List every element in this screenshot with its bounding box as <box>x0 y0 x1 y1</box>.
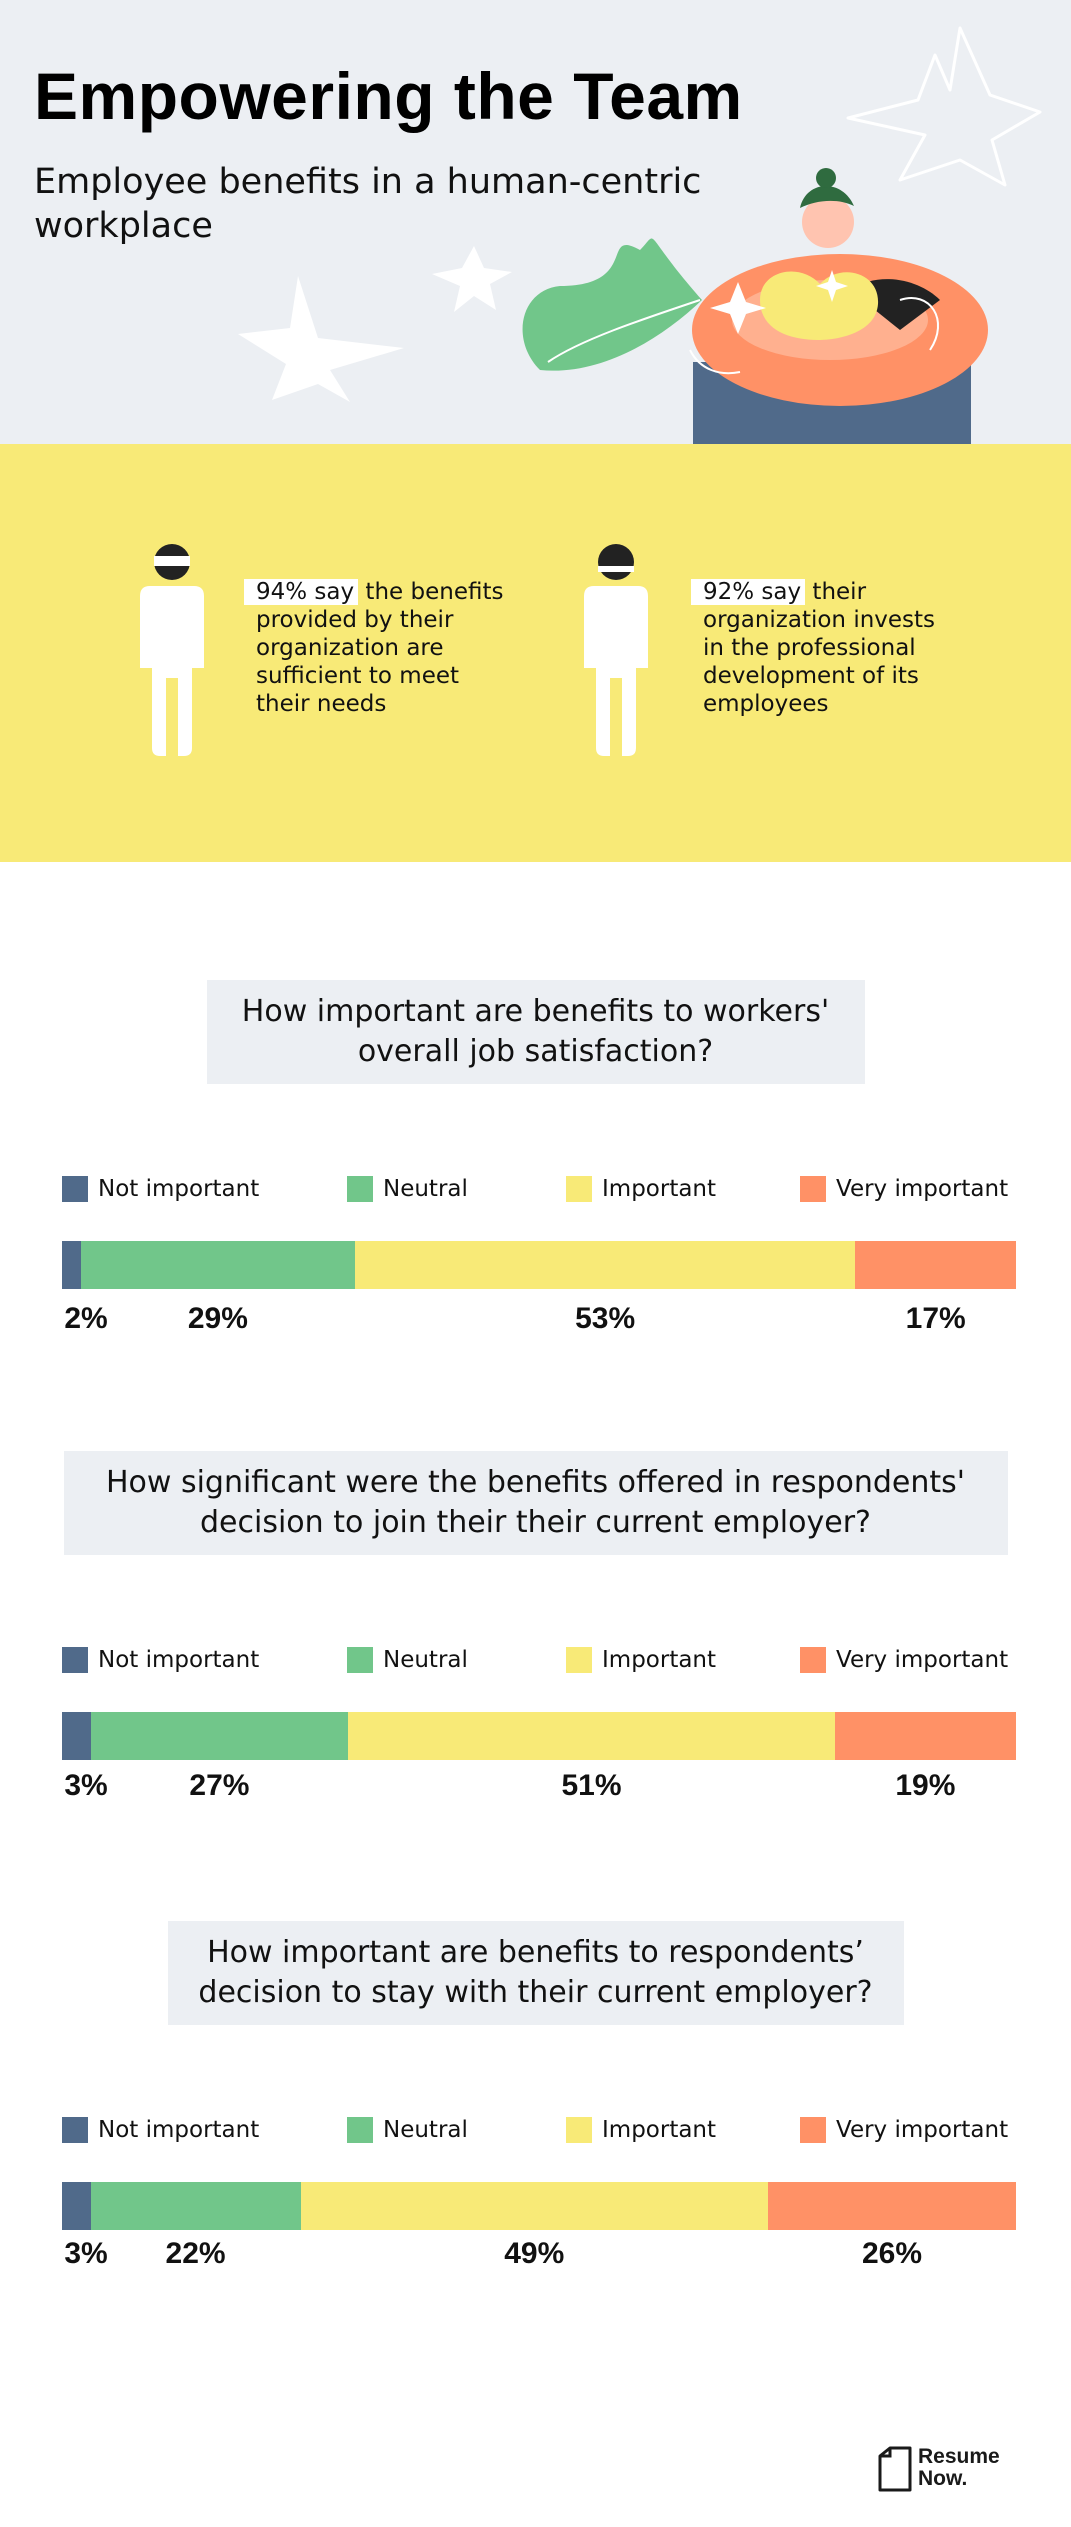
page-subtitle: Employee benefits in a human-centric wor… <box>34 162 702 246</box>
outline-star-icon <box>846 26 1042 187</box>
logo-line-1: Resume <box>918 2445 1000 2468</box>
head-shape <box>802 196 854 248</box>
value-label: 51% <box>561 1769 622 1802</box>
stats-band: 94% say the benefits provided by their o… <box>0 444 1071 862</box>
stat-description: their organization invests in the profes… <box>703 579 936 717</box>
value-label: 27% <box>189 1769 250 1802</box>
stacked-bar <box>62 2182 1017 2230</box>
segment-important <box>348 1712 836 1760</box>
value-label: 3% <box>64 2237 108 2270</box>
value-label: 2% <box>64 1302 108 1335</box>
value-label: 17% <box>905 1302 966 1335</box>
chart-decision-to-stay: How important are benefits to respondent… <box>0 1921 1071 2281</box>
segment-important <box>300 2182 769 2230</box>
leaf-shape <box>522 238 702 371</box>
stat-description: the benefits provided by their organizat… <box>256 579 504 717</box>
document-icon <box>878 2446 912 2492</box>
value-label: 49% <box>504 2237 565 2270</box>
hero-banner: Empowering the Team Employee benefits in… <box>0 0 1071 444</box>
value-label: 22% <box>165 2237 226 2270</box>
value-label: 19% <box>895 1769 956 1802</box>
stat-item: 92% say their organization invests in th… <box>691 578 963 718</box>
person-icon <box>140 544 204 756</box>
segment-very-important <box>834 1712 1017 1760</box>
hero-illustration <box>238 26 1042 444</box>
stat-item: 94% say the benefits provided by their o… <box>244 578 516 718</box>
value-label: 3% <box>64 1769 108 1802</box>
page-title: Empowering the Team <box>34 59 743 133</box>
segment-neutral <box>90 2182 301 2230</box>
heart-shape <box>760 271 879 340</box>
logo-line-2: Now. <box>918 2467 968 2490</box>
chart-job-satisfaction: How important are benefits to workers' o… <box>0 980 1071 1340</box>
chart-question: How important are benefits to respondent… <box>167 1921 904 2025</box>
small-star-icon <box>432 246 512 312</box>
segment-important <box>354 1241 856 1289</box>
stat-highlight: 94% say <box>244 579 359 605</box>
stacked-bar <box>62 1712 1017 1760</box>
large-star-icon <box>238 276 404 402</box>
stacked-bar <box>62 1241 1017 1289</box>
person-icon <box>584 544 648 756</box>
segment-not-important <box>62 1241 82 1289</box>
chart-decision-to-join: How significant were the benefits offere… <box>0 1451 1071 1811</box>
chart-question: How significant were the benefits offere… <box>63 1451 1008 1555</box>
segment-not-important <box>62 1712 92 1760</box>
segment-not-important <box>62 2182 92 2230</box>
resume-now-logo: Resume Now. <box>878 2446 1028 2496</box>
segment-neutral <box>90 1712 349 1760</box>
value-label: 26% <box>861 2237 922 2270</box>
segment-very-important <box>855 1241 1017 1289</box>
chart-question: How important are benefits to workers' o… <box>206 980 865 1084</box>
value-label: 53% <box>575 1302 636 1335</box>
segment-neutral <box>80 1241 356 1289</box>
segment-very-important <box>767 2182 1017 2230</box>
value-label: 29% <box>187 1302 248 1335</box>
stat-highlight: 92% say <box>691 579 806 605</box>
sparkle-icon <box>710 282 766 334</box>
